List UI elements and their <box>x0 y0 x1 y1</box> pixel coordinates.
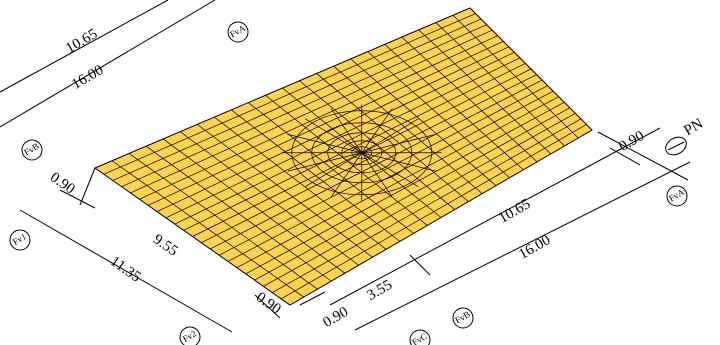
dimension-label: 16.00 <box>516 232 553 263</box>
spoke <box>330 152 363 198</box>
axis-bubble <box>21 139 43 161</box>
mesh-line <box>148 40 504 206</box>
radial-mesh <box>281 104 442 201</box>
slab-plate <box>93 7 593 306</box>
spoke <box>287 134 362 154</box>
axis-bubble <box>179 326 201 345</box>
mesh-line <box>103 13 476 175</box>
spoke <box>361 152 436 172</box>
spoke <box>330 108 363 153</box>
spoke <box>361 118 419 154</box>
axis-bubble <box>452 307 474 329</box>
dimension-label: 0.90 <box>320 304 351 331</box>
spoke <box>287 152 362 172</box>
mesh-line <box>280 124 587 300</box>
north-arrow: PN <box>665 116 706 156</box>
mesh-line <box>227 90 554 262</box>
spoke <box>361 134 436 154</box>
mesh-line <box>201 74 537 244</box>
mesh-line <box>263 113 576 287</box>
mesh-line <box>112 18 482 181</box>
mesh <box>103 13 587 300</box>
dimension-label: 16.00 <box>69 62 106 93</box>
mesh-line <box>272 118 582 293</box>
mesh-line <box>183 63 526 231</box>
axis-bubble <box>9 229 31 251</box>
axis-bubble <box>666 185 688 207</box>
spoke <box>305 118 362 154</box>
dimension-label: 10.65 <box>496 196 533 227</box>
axis-bubble <box>227 21 249 43</box>
dimension-lines <box>0 0 691 333</box>
mesh-line <box>121 24 487 188</box>
mesh-line <box>156 46 509 212</box>
north-label: PN <box>681 116 706 140</box>
dimension-label: 0.90 <box>616 128 647 155</box>
dimension-label: 10.65 <box>63 26 100 57</box>
mesh-line <box>130 29 493 194</box>
mesh-line <box>245 101 565 275</box>
spoke <box>361 108 393 153</box>
dimension-label: 3.55 <box>364 277 395 304</box>
mesh-line <box>174 57 521 225</box>
mesh-line <box>139 35 498 200</box>
dimension-label: 11.35 <box>107 253 143 285</box>
mesh-line <box>210 79 543 250</box>
mesh-line <box>236 96 559 268</box>
spoke <box>361 152 419 187</box>
spoke <box>305 152 362 187</box>
mesh-line <box>218 85 548 256</box>
axis-bubble <box>409 329 431 345</box>
mesh-line <box>165 52 515 219</box>
dimension-label: 0.90 <box>47 169 78 197</box>
spoke <box>361 152 393 198</box>
dimension-label: 9.55 <box>150 231 181 259</box>
mesh-line <box>254 107 570 281</box>
